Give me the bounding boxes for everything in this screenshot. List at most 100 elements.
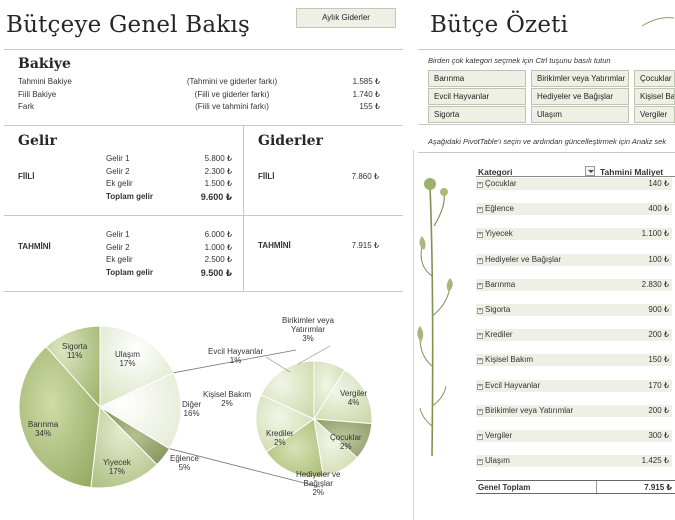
- expenses-actual-label: FİİLİ: [258, 172, 275, 181]
- slicer-item[interactable]: Kişisel Ba: [634, 88, 675, 105]
- pivot-row[interactable]: + Birikimler veya Yatırımlar 200 ₺: [476, 404, 672, 417]
- expand-icon[interactable]: +: [477, 459, 483, 466]
- slicer-item[interactable]: Çocuklar: [634, 70, 675, 87]
- expand-icon[interactable]: +: [477, 383, 483, 390]
- pivot-row-label: Yiyecek: [485, 229, 513, 239]
- slicer-item[interactable]: Vergiler: [634, 106, 675, 123]
- pie-label-line: 34%: [35, 429, 52, 438]
- expand-icon[interactable]: +: [477, 257, 483, 264]
- pie-label-line: Diğer: [182, 400, 202, 409]
- pie-label-line: Kişisel Bakım: [203, 390, 252, 399]
- income-row-value: 6.000 ₺: [204, 230, 232, 239]
- divider: [4, 291, 403, 292]
- pivot-row[interactable]: + Evcil Hayvanlar 170 ₺: [476, 379, 672, 392]
- expenses-heading: Giderler: [258, 133, 323, 149]
- pivot-row-value: 400 ₺: [648, 204, 669, 214]
- pivot-row-label: Kişisel Bakım: [485, 355, 534, 365]
- expenses-estimated-label: TAHMİNİ: [258, 241, 291, 250]
- pie-label-line: Ulaşım: [115, 350, 140, 359]
- expand-icon[interactable]: +: [477, 308, 483, 314]
- expand-icon[interactable]: +: [477, 232, 483, 239]
- pivot-row-value: 1.425 ₺: [641, 456, 669, 466]
- slicer-item[interactable]: Hediyeler ve Bağışlar: [531, 88, 629, 105]
- pie-slice-krediler: [265, 418, 324, 478]
- page-title: Bütçeye Genel Bakış: [6, 12, 250, 38]
- pivot-row-value: 1.100 ₺: [641, 229, 669, 239]
- pivot-total-value: 7.915 ₺: [644, 483, 672, 492]
- pivot-row[interactable]: + Ulaşım 1.425 ₺: [476, 455, 672, 468]
- pivot-row-label-wrap: + Yiyecek: [477, 228, 513, 240]
- pivot-row[interactable]: + Eğlence 400 ₺: [476, 203, 672, 216]
- pivot-row[interactable]: + Vergiler 300 ₺: [476, 430, 672, 442]
- pivot-total-row[interactable]: Genel Toplam 7.915 ₺: [476, 480, 675, 494]
- pie-label-eglence: Eğlence 5%: [170, 454, 199, 472]
- balance-row-label: Fiili Bakiye: [18, 89, 57, 99]
- pivot-total-label: Genel Toplam: [478, 483, 531, 492]
- pie-label-line: Çocuklar: [330, 433, 362, 442]
- pivot-row-value: 170 ₺: [648, 380, 669, 390]
- pie-label-line: 11%: [66, 351, 83, 360]
- expenses-estimated-value: 7.915 ₺: [351, 241, 379, 250]
- divider: [4, 215, 403, 216]
- income-total-label: Toplam gelir: [106, 267, 153, 277]
- pie-label-evcil: Evcil Hayvanlar 1%: [208, 347, 263, 365]
- pie-label-line: Hediyeler ve: [296, 470, 341, 479]
- pivot-row-label-wrap: + Krediler: [477, 329, 513, 341]
- pivot-row[interactable]: + Kişisel Bakım 150 ₺: [476, 354, 672, 367]
- income-row-label: Gelir 1: [106, 230, 130, 239]
- pivot-row[interactable]: + Yiyecek 1.100 ₺: [476, 228, 672, 241]
- expand-icon[interactable]: +: [477, 408, 483, 415]
- slicer-item[interactable]: Ulaşım: [531, 106, 629, 123]
- monthly-expenses-button[interactable]: Aylık Giderler: [296, 8, 396, 28]
- pie-label-kisisel: Kişisel Bakım 2%: [203, 390, 251, 408]
- balance-row-value: 1.740 ₺: [352, 89, 380, 99]
- pie-label-line: 2%: [221, 399, 233, 408]
- pivot-row[interactable]: + Sigorta 900 ₺: [476, 304, 672, 316]
- pie-label-hediye: Hediyeler ve Bağışlar 2%: [296, 470, 340, 497]
- divider: [4, 125, 403, 126]
- pie-label-line: Evcil Hayvanlar: [208, 347, 264, 356]
- pie-label-line: Barınma: [28, 420, 59, 429]
- pivot-row[interactable]: + Hediyeler ve Bağışlar 100 ₺: [476, 253, 672, 266]
- pivot-hint: Aşağıdaki PivotTable'ı seçin ve ardından…: [428, 137, 667, 146]
- pie-label-line: 3%: [302, 334, 314, 343]
- expand-icon[interactable]: +: [477, 358, 483, 365]
- slicer-item[interactable]: Birikimler veya Yatırımlar: [531, 70, 629, 87]
- balance-heading: Bakiye: [18, 56, 71, 72]
- pie-slice-kisisel: [255, 394, 316, 453]
- divider: [418, 152, 675, 153]
- pivot-row[interactable]: + Barınma 2.830 ₺: [476, 278, 672, 291]
- expand-icon[interactable]: +: [477, 282, 483, 289]
- balance-row-value: 155 ₺: [359, 102, 380, 111]
- pivot-header-category: Kategori: [478, 167, 513, 177]
- pie-label-line: Sigorta: [62, 342, 88, 351]
- pie-slice-vergiler: [313, 369, 373, 425]
- expand-icon[interactable]: +: [477, 182, 483, 188]
- expand-icon[interactable]: +: [477, 434, 483, 440]
- pie-label-cocuklar: Çocuklar 2%: [330, 433, 362, 451]
- pivot-row[interactable]: + Krediler 200 ₺: [476, 329, 672, 342]
- connector-line: [173, 349, 297, 374]
- pie-slice-barinma: [18, 345, 101, 489]
- leader-line: [297, 345, 331, 365]
- pivot-row-label-wrap: + Çocuklar: [477, 178, 517, 190]
- expand-icon[interactable]: +: [477, 333, 483, 340]
- leaf-decoration-icon: [641, 17, 675, 27]
- slicer-item[interactable]: Sigorta: [428, 106, 526, 123]
- pie-label-line: Krediler: [266, 429, 294, 438]
- pivot-row[interactable]: + Çocuklar 140 ₺: [476, 178, 672, 190]
- plant-illustration-icon: [417, 178, 453, 457]
- slicer-item[interactable]: Evcil Hayvanlar: [428, 88, 526, 105]
- pie-slice-ulasim: [99, 325, 175, 408]
- pie-slice-sigorta: [45, 325, 101, 409]
- expand-icon[interactable]: +: [477, 207, 483, 214]
- pie-label-line: Bağışlar: [303, 479, 333, 488]
- filter-dropdown-button[interactable]: [585, 166, 595, 176]
- slicer-item[interactable]: Barınma: [428, 70, 526, 87]
- income-row-value: 1.500 ₺: [204, 179, 232, 188]
- pie-label-line: Eğlence: [170, 454, 199, 463]
- pivot-row-label-wrap: + Eğlence: [477, 203, 514, 215]
- pivot-row-value: 900 ₺: [648, 305, 669, 314]
- pie-slice-evcil: [260, 360, 315, 420]
- pie-label-birikim: Birikimler veya Yatırımlar 3%: [282, 316, 334, 343]
